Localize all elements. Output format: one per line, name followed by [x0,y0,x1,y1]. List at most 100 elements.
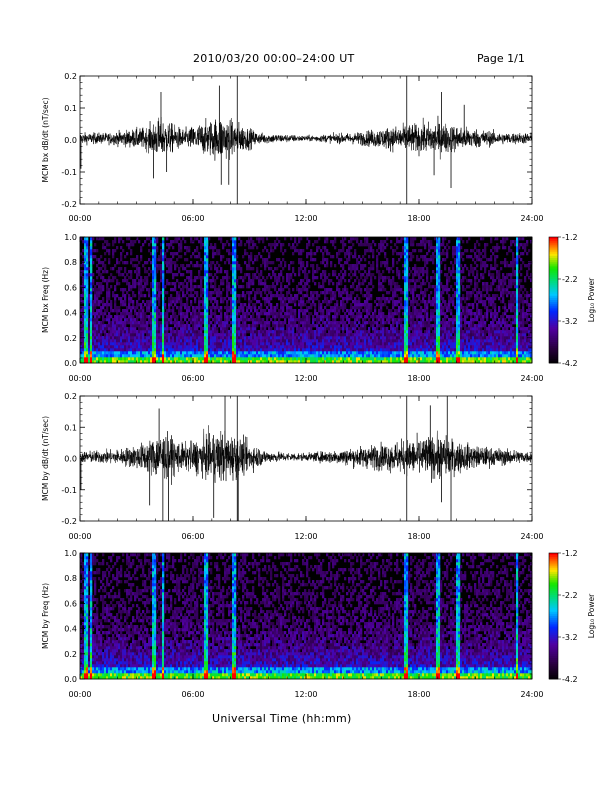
spectrogram-cell [82,294,85,298]
spectrogram-cell [116,345,119,349]
spectrogram-cell [354,357,357,361]
spectrogram-cell [216,270,219,274]
spectrogram-cell [158,339,161,343]
spectrogram-cell [364,342,367,346]
spectrogram-cell [182,348,185,352]
spectrogram-cell [390,315,393,319]
spectrogram-cell [258,300,261,304]
spectrogram-cell [340,348,343,352]
spectrogram-cell [184,252,187,256]
spectrogram-cell [276,348,279,352]
spectrogram-cell [246,312,249,316]
spectrogram-cell [186,327,189,331]
spectrogram-cell [108,354,111,358]
spectrogram-cell [106,354,109,358]
spectrogram-cell [142,339,145,343]
spectrogram-cell [384,360,387,364]
spectrogram-cell [164,291,167,295]
spectrogram-cell [352,327,355,331]
spectrogram-cell [280,270,283,274]
spectrogram-cell [276,342,279,346]
spectrogram-cell [172,357,175,361]
spectrogram-cell [326,249,329,253]
spectrogram-cell [172,330,175,334]
spectrogram-cell [118,261,121,265]
spectrogram-cell [154,321,157,325]
spectrogram-cell [254,318,257,322]
spectrogram-cell [286,297,289,301]
spectrogram-cell [320,348,323,352]
spectrogram-cell [212,297,215,301]
spectrogram-cell [286,306,289,310]
spectrogram-cell [254,345,257,349]
spectrogram-cell [266,315,269,319]
spectrogram-cell [332,315,335,319]
spectrogram-cell [398,351,401,355]
spectrogram-cell [92,282,95,286]
spectrogram-cell [130,288,133,292]
spectrogram-cell [346,300,349,304]
spectrogram-cell [300,354,303,358]
spectrogram-cell [210,285,213,289]
spectrogram-cell [176,318,179,322]
spectrogram-cell [322,327,325,331]
spectrogram-cell [98,342,101,346]
spectrogram-cell [90,348,93,352]
spectrogram-cell [264,258,267,262]
spectrogram-cell [372,312,375,316]
spectrogram-cell [324,339,327,343]
spectrogram-cell [306,330,309,334]
spectrogram-cell [86,306,89,310]
spectrogram-cell [110,354,113,358]
spectrogram-cell [180,339,183,343]
spectrogram-cell [216,318,219,322]
spectrogram-cell [378,336,381,340]
spectrogram-cell [282,339,285,343]
spectrogram-cell [338,345,341,349]
spectrogram-cell [172,240,175,244]
spectrogram-cell [118,324,121,328]
spectrogram-cell [278,315,281,319]
spectrogram-cell [382,261,385,265]
spectrogram-cell [320,354,323,358]
spectrogram-cell [382,246,385,250]
spectrogram-cell [402,291,405,295]
spectrogram-cell [134,324,137,328]
spectrogram-cell [412,345,415,349]
spectrogram-cell [360,273,363,277]
spectrogram-cell [164,357,167,361]
spectrogram-cell [176,258,179,262]
spectrogram-cell [402,339,405,343]
spectrogram-cell [226,291,229,295]
spectrogram-cell [162,276,165,280]
spectrogram-cell [156,330,159,334]
spectrogram-cell [234,309,237,313]
spectrogram-cell [410,252,413,256]
spectrogram-cell [374,315,377,319]
spectrogram-cell [166,318,169,322]
spectrogram-cell [216,357,219,361]
spectrogram-cell [98,273,101,277]
spectrogram-cell [398,252,401,256]
spectrogram-cell [120,351,123,355]
spectrogram-cell [354,303,357,307]
spectrogram-cell [132,351,135,355]
spectrogram-cell [326,300,329,304]
spectrogram-cell [326,360,329,364]
spectrogram-cell [236,321,239,325]
spectrogram-cell [342,318,345,322]
spectrogram-cell [126,309,129,313]
spectrogram-cell [102,321,105,325]
spectrogram-cell [210,309,213,313]
spectrogram-cell [294,348,297,352]
spectrogram-cell [284,348,287,352]
spectrogram-cell [292,288,295,292]
spectrogram-cell [266,237,269,241]
x-tick-label: 00:00 [68,214,91,223]
spectrogram-cell [260,318,263,322]
spectrogram-cell [232,339,235,343]
spectrogram-cell [86,351,89,355]
spectrogram-cell [304,360,307,364]
spectrogram-cell [230,303,233,307]
spectrogram-cell [308,354,311,358]
